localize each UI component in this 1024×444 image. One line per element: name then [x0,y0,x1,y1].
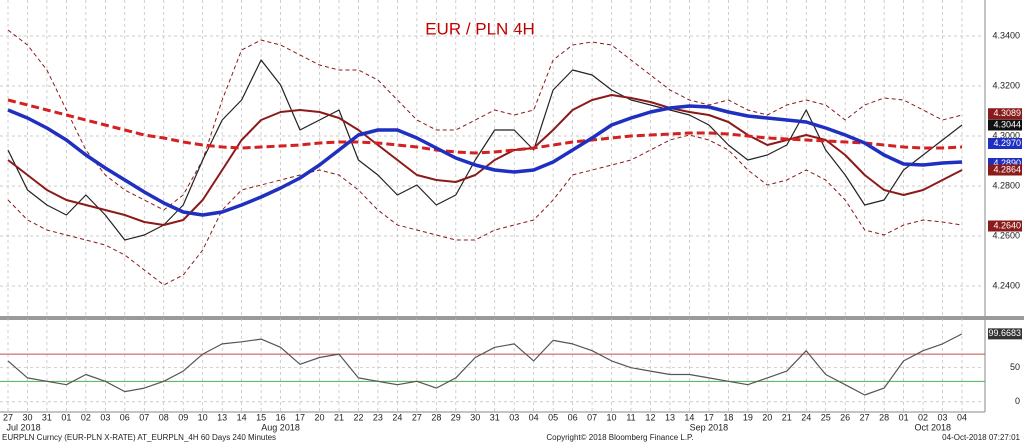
price-marker-label: 4.2890 [993,158,1021,168]
y-tick-label: 4.2800 [992,180,1020,190]
x-tick-label: 08 [159,412,169,422]
x-tick-label: 27 [860,412,870,422]
month-label: Sep 2018 [690,422,729,432]
panel-divider [0,316,1024,320]
x-tick-label: 07 [139,412,149,422]
x-tick-label: 21 [334,412,344,422]
price-marker-label: 4.3089 [993,108,1021,118]
footer-right: 04-Oct-2018 07:27:01 [942,433,1020,442]
x-tick-label: 19 [743,412,753,422]
x-tick-label: 10 [198,412,208,422]
x-tick-label: 11 [626,412,635,422]
x-tick-label: 24 [801,412,811,422]
x-tick-label: 29 [451,412,461,422]
series-line [7,59,963,241]
x-tick-label: 18 [723,412,733,422]
price-marker [988,220,1022,232]
y-tick-label: 4.2600 [992,230,1020,240]
x-tick-label: 03 [100,412,110,422]
last-value-label: 99.6683 [988,328,1021,338]
chart-title: EUR / PLN 4H [425,19,535,38]
price-marker [988,138,1022,149]
series-line [7,98,963,155]
x-tick-label: 25 [821,412,831,422]
x-tick-label: 05 [548,412,558,422]
y-tick-label: 4.2400 [992,280,1020,290]
x-tick-label: 01 [61,412,71,422]
x-tick-label: 21 [782,412,792,422]
x-tick-label: 27 [3,412,13,422]
price-marker-label: 4.3044 [993,119,1021,129]
x-tick-label: 14 [237,412,247,422]
month-label: Oct 2018 [915,422,952,432]
x-tick-label: 23 [373,412,383,422]
month-label: Aug 2018 [261,422,300,432]
x-tick-label: 06 [120,412,130,422]
x-tick-label: 15 [256,412,266,422]
price-marker-label: 4.2640 [993,220,1021,230]
price-marker [988,164,1022,176]
x-tick-label: 24 [392,412,402,422]
y-tick-label: 4.3200 [992,80,1020,90]
x-tick-label: 28 [879,412,889,422]
x-tick-label: 12 [645,412,655,422]
x-tick-label: 30 [22,412,32,422]
x-tick-label: 09 [178,412,188,422]
x-tick-label: 27 [412,412,422,422]
x-tick-label: 13 [217,412,227,422]
y-tick-label: 4.3000 [992,130,1020,140]
x-tick-label: 14 [684,412,694,422]
x-tick-label: 06 [568,412,578,422]
x-tick-label: 03 [938,412,948,422]
price-marker-label: 4.2864 [993,164,1021,174]
x-tick-label: 17 [295,412,305,422]
x-tick-label: 02 [81,412,91,422]
footer-center: Copyright© 2018 Bloomberg Finance L.P. [546,433,693,442]
x-tick-label: 28 [431,412,441,422]
x-tick-label: 04 [957,412,967,422]
series-line [7,104,963,217]
series-line [7,333,963,396]
y-tick-label: 4.3400 [992,30,1020,40]
month-label: Jul 2018 [7,422,41,432]
price-marker [988,119,1022,131]
footer-left: EURPLN Curncy (EUR-PLN X-RATE) AT_EURPLN… [2,433,276,442]
x-tick-label: 31 [490,412,500,422]
x-tick-label: 02 [918,412,928,422]
x-tick-label: 10 [607,412,617,422]
series-line [7,134,963,286]
x-tick-label: 04 [529,412,539,422]
x-tick-label: 20 [315,412,325,422]
price-marker-label: 4.2970 [993,138,1021,148]
x-tick-label: 01 [899,412,909,422]
x-tick-label: 22 [353,412,363,422]
y-tick-label: 0 [1015,396,1020,406]
y-tick-label: 50 [1010,362,1020,372]
x-tick-label: 16 [276,412,286,422]
x-tick-label: 07 [587,412,597,422]
series-line [7,29,963,211]
x-tick-label: 20 [762,412,772,422]
last-value-marker [988,328,1022,340]
x-tick-label: 31 [42,412,52,422]
price-marker [988,158,1022,169]
x-tick-label: 17 [704,412,714,422]
x-tick-label: 26 [840,412,850,422]
x-tick-label: 13 [665,412,675,422]
x-tick-label: 30 [470,412,480,422]
price-marker [988,108,1022,120]
x-tick-label: 03 [509,412,519,422]
